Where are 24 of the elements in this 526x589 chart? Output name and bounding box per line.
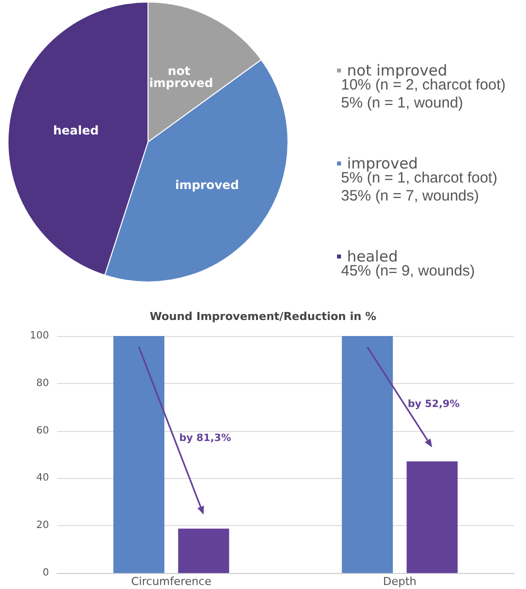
x-tick-label: Depth [382, 575, 417, 588]
bar [406, 461, 458, 573]
annotation: by 52,9% [408, 399, 460, 410]
y-tick-label: 40 [36, 472, 49, 484]
text: 45% (n= 9, wounds) [341, 262, 475, 280]
text: 5% (n = 1, charcot foot) 35% (n = 7, wounds) [341, 170, 498, 204]
y-tick-label: 0 [42, 568, 49, 578]
slice-label: improved [175, 178, 240, 192]
slice-label: not improved [149, 64, 214, 90]
bar [342, 336, 393, 573]
y-tick-label: 100 [30, 330, 49, 342]
bar [113, 336, 164, 573]
chart-title: Wound Improvement/Reduction in % [150, 310, 376, 323]
legend-label: not improved [347, 62, 448, 80]
y-tick-label: 60 [36, 425, 49, 436]
bar [178, 528, 230, 573]
y-tick-label: 20 [36, 520, 49, 532]
legend-label: improved [347, 154, 418, 172]
annotation: by 81,3% [179, 432, 232, 444]
text: 10% (n = 2, charcot foot) 5% (n = 1, wound) [341, 76, 506, 112]
legend-label: healed [347, 248, 398, 266]
x-tick-label: Circumference [131, 575, 212, 588]
slice-label: healed [53, 124, 99, 138]
y-tick-label: 80 [36, 378, 49, 389]
